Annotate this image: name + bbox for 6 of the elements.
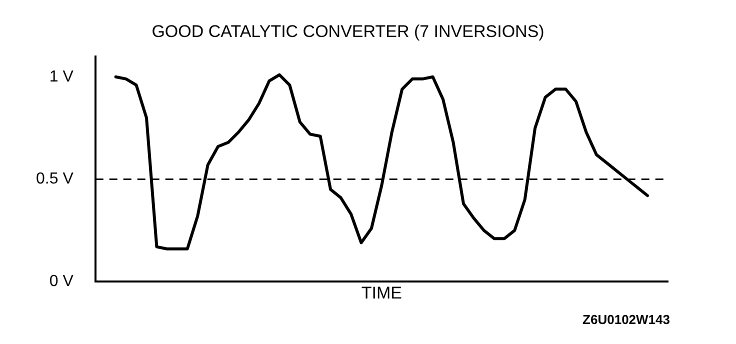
chart-title: GOOD CATALYTIC CONVERTER (7 INVERSIONS): [152, 22, 544, 41]
y-tick-label: 1 V: [49, 68, 74, 86]
y-tick-label: 0.5 V: [36, 170, 74, 188]
text: Z6U0102W143: [582, 312, 671, 327]
x-axis-title: TIME: [361, 283, 402, 302]
y-tick-label: 0 V: [49, 273, 74, 290]
